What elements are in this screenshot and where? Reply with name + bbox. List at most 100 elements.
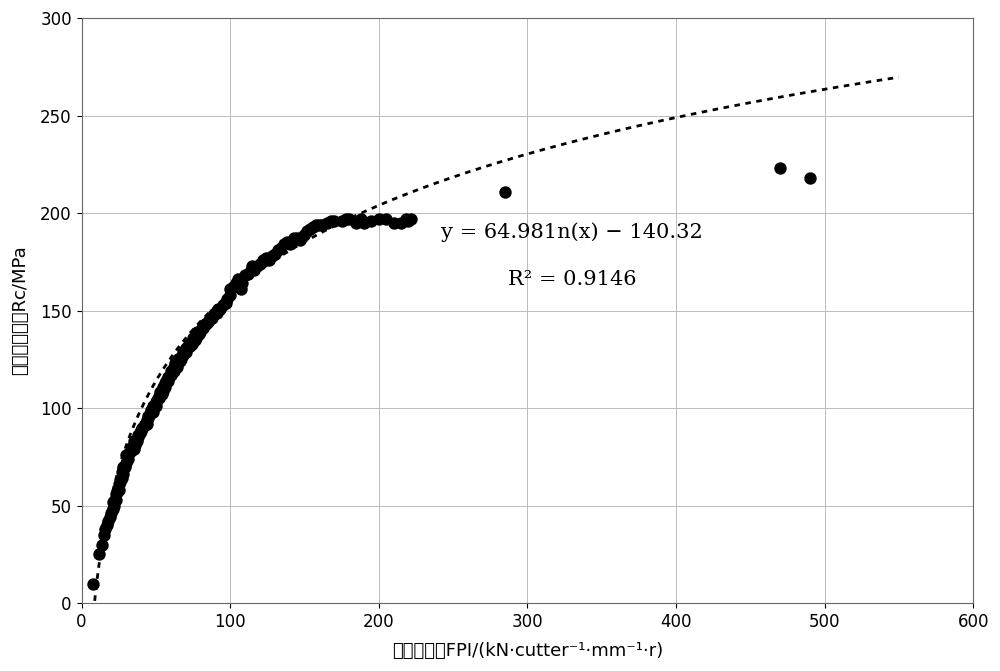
Point: [166, 362, 182, 372]
Point: [204, 313, 220, 323]
Point: [279, 237, 295, 248]
Point: [215, 299, 231, 310]
Point: [185, 336, 201, 347]
Point: [292, 235, 308, 246]
Point: [126, 436, 142, 447]
Point: [148, 397, 164, 407]
Point: [169, 362, 185, 372]
Point: [127, 440, 143, 450]
Point: [167, 362, 183, 372]
Point: [319, 217, 335, 228]
Point: [207, 307, 223, 318]
Point: [338, 213, 354, 224]
Point: [273, 243, 289, 254]
Point: [188, 333, 204, 344]
Point: [255, 254, 271, 265]
Point: [145, 407, 161, 417]
X-axis label: 贯入度指数FPI/(kN·cutter⁻¹·mm⁻¹·r): 贯入度指数FPI/(kN·cutter⁻¹·mm⁻¹·r): [392, 642, 663, 660]
Point: [170, 354, 186, 365]
Y-axis label: 完整岩体强度Rc/MPa: 完整岩体强度Rc/MPa: [11, 246, 29, 376]
Point: [91, 549, 107, 560]
Point: [267, 249, 283, 260]
Point: [285, 235, 301, 246]
Point: [100, 516, 116, 527]
Point: [178, 342, 194, 353]
Point: [200, 317, 216, 327]
Point: [166, 366, 182, 376]
Point: [323, 215, 339, 226]
Point: [282, 239, 298, 250]
Point: [172, 356, 188, 366]
Point: [261, 254, 277, 265]
Point: [114, 467, 130, 478]
Point: [182, 340, 198, 351]
Point: [149, 395, 165, 406]
Point: [302, 223, 318, 234]
Point: [152, 391, 168, 402]
Point: [157, 381, 173, 392]
Point: [132, 428, 148, 439]
Point: [148, 401, 164, 411]
Point: [120, 454, 136, 464]
Point: [136, 420, 152, 431]
Point: [252, 258, 268, 269]
Point: [115, 461, 131, 472]
Point: [243, 264, 259, 275]
Point: [112, 477, 128, 488]
Point: [356, 217, 372, 228]
Point: [123, 446, 139, 456]
Point: [233, 284, 249, 295]
Point: [311, 219, 327, 230]
Point: [163, 366, 179, 376]
Point: [176, 348, 192, 359]
Point: [386, 217, 402, 228]
Point: [129, 436, 145, 447]
Point: [117, 461, 133, 472]
Text: y = 64.981n(x) − 140.32: y = 64.981n(x) − 140.32: [441, 223, 703, 242]
Point: [175, 346, 191, 357]
Point: [155, 385, 171, 396]
Point: [802, 172, 818, 183]
Point: [164, 368, 180, 378]
Point: [378, 213, 394, 224]
Point: [121, 448, 137, 458]
Point: [85, 578, 101, 589]
Point: [194, 323, 210, 333]
Point: [108, 488, 124, 499]
Point: [130, 432, 146, 443]
Point: [146, 401, 162, 411]
Point: [341, 213, 357, 224]
Point: [103, 508, 119, 519]
Point: [231, 280, 247, 291]
Point: [206, 309, 222, 320]
Point: [151, 393, 167, 404]
Point: [209, 307, 225, 318]
Point: [219, 293, 235, 304]
Point: [189, 331, 205, 342]
Point: [157, 377, 173, 388]
Point: [296, 229, 312, 240]
Point: [179, 342, 195, 353]
Point: [173, 354, 189, 365]
Point: [181, 338, 197, 349]
Point: [246, 264, 262, 275]
Point: [228, 278, 244, 289]
Point: [237, 270, 253, 281]
Point: [212, 303, 228, 314]
Point: [134, 422, 150, 433]
Point: [222, 284, 238, 295]
Point: [133, 426, 149, 437]
Point: [145, 401, 161, 411]
Point: [158, 375, 174, 386]
Point: [133, 424, 149, 435]
Point: [178, 346, 194, 357]
Point: [124, 442, 140, 452]
Point: [143, 405, 159, 415]
Point: [348, 217, 364, 228]
Point: [96, 529, 112, 540]
Point: [403, 213, 419, 224]
Point: [181, 340, 197, 351]
Point: [140, 413, 156, 423]
Point: [105, 497, 121, 507]
Point: [114, 473, 130, 484]
